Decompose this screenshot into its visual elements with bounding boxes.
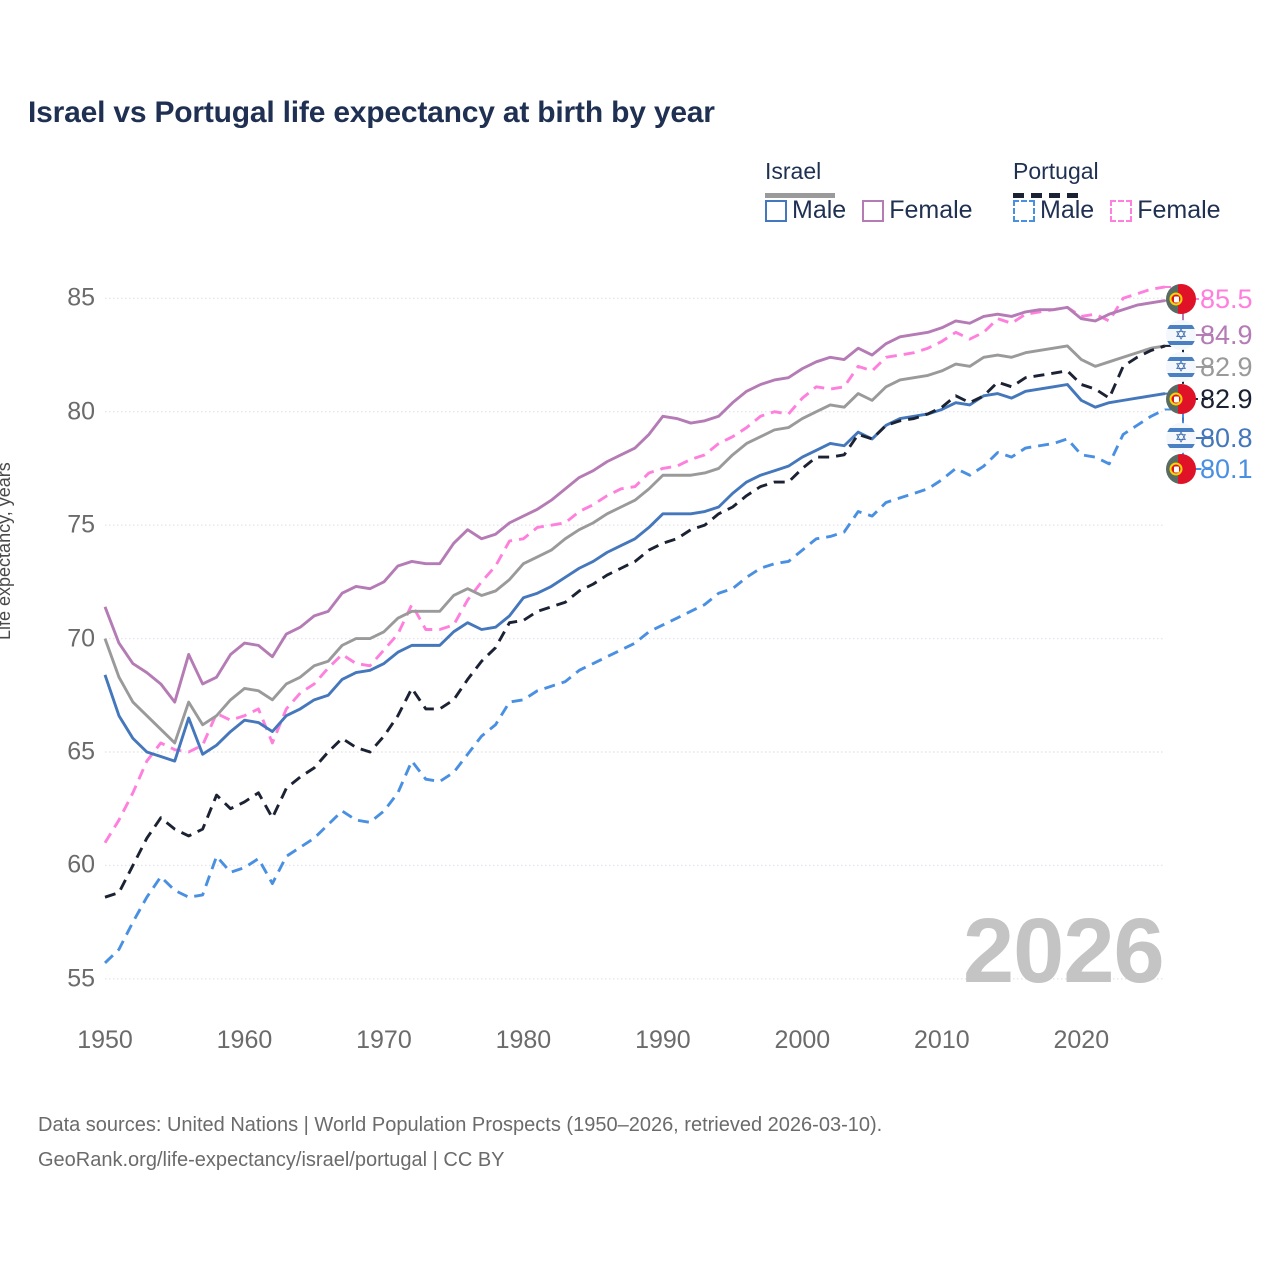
series-line — [103, 285, 1166, 844]
end-value-text: 84.9 — [1200, 319, 1253, 350]
year-watermark: 2026 — [963, 900, 1165, 1002]
legend-swatch-portugal-female — [1110, 199, 1133, 222]
end-value-text: 80.1 — [1200, 453, 1253, 484]
y-axis-tick-label: 85 — [67, 283, 95, 312]
x-axis-tick-label: 2000 — [774, 1026, 831, 1054]
end-label-leader-line — [1165, 408, 1213, 470]
end-value-label: ✡ 84.9 — [1166, 320, 1253, 350]
x-axis-tick-label: 2010 — [914, 1026, 970, 1054]
shield-icon — [1169, 392, 1183, 406]
legend-item-portugal-male[interactable]: Male — [1013, 198, 1094, 223]
end-value-text: 80.8 — [1200, 422, 1253, 453]
end-value-text: 82.9 — [1200, 351, 1253, 382]
footer-attribution: Data sources: United Nations | World Pop… — [38, 1108, 882, 1178]
shield-icon — [1169, 292, 1183, 306]
legend-label-israel-male: Male — [792, 196, 847, 224]
chart-legend: Israel Male Female Portugal Male — [755, 158, 1255, 238]
israel-flag-icon: ✡ — [1166, 423, 1196, 453]
legend-label-portugal-female: Female — [1137, 196, 1221, 224]
end-value-label: 80.1 — [1166, 454, 1253, 484]
legend-label-portugal-male: Male — [1040, 196, 1095, 224]
x-axis-tick-label: 1950 — [77, 1026, 133, 1054]
x-axis-tick-label: 1990 — [635, 1026, 691, 1054]
israel-flag-icon: ✡ — [1166, 352, 1196, 382]
series-line — [104, 344, 1166, 899]
plot-svg — [103, 285, 1213, 980]
legend-swatch-portugal-male — [1013, 199, 1035, 222]
plot-area — [103, 262, 1213, 997]
footer-line-2: GeoRank.org/life-expectancy/israel/portu… — [38, 1149, 505, 1171]
shield-icon — [1169, 462, 1183, 476]
end-value-label: ✡ 82.9 — [1166, 352, 1253, 382]
legend-country-israel: Israel — [765, 158, 822, 184]
chart-title: Israel vs Portugal life expectancy at bi… — [28, 96, 715, 129]
x-axis-tick-label: 1970 — [356, 1026, 412, 1054]
legend-label-israel-female: Female — [889, 196, 973, 224]
legend-swatch-israel-female — [862, 199, 885, 222]
portugal-flag-icon — [1166, 284, 1196, 314]
series-line — [103, 344, 1166, 745]
y-axis-title: Life expectancy, years — [0, 462, 14, 640]
x-axis-tick-label: 2020 — [1053, 1026, 1110, 1054]
end-value-label: ✡ 80.8 — [1166, 423, 1253, 453]
star-of-david-icon: ✡ — [1174, 429, 1188, 447]
legend-swatch-israel-male — [765, 199, 787, 222]
legend-item-israel-female[interactable]: Female — [862, 196, 973, 224]
legend-country-portugal: Portugal — [1013, 158, 1099, 184]
legend-rule-portugal — [1013, 193, 1083, 198]
y-axis-tick-label: 55 — [67, 964, 95, 993]
y-axis-tick-label: 75 — [67, 510, 95, 539]
y-axis-tick-label: 70 — [67, 624, 95, 653]
legend-rule-israel — [765, 193, 835, 198]
star-of-david-icon: ✡ — [1174, 358, 1188, 376]
portugal-flag-icon — [1166, 384, 1196, 414]
star-of-david-icon: ✡ — [1174, 326, 1188, 344]
end-value-label: 82.9 — [1166, 384, 1253, 414]
series-line — [103, 408, 1166, 965]
y-axis-tick-label: 80 — [67, 397, 95, 426]
legend-group-israel: Israel Male Female — [765, 158, 973, 223]
end-value-label: 85.5 — [1166, 284, 1253, 314]
portugal-flag-icon — [1166, 454, 1196, 484]
footer-line-1: Data sources: United Nations | World Pop… — [38, 1114, 883, 1136]
legend-item-israel-male[interactable]: Male — [765, 198, 846, 223]
y-axis-tick-label: 60 — [67, 850, 95, 879]
x-axis-tick-label: 1960 — [216, 1026, 273, 1054]
series-line — [103, 299, 1166, 704]
end-value-text: 85.5 — [1200, 283, 1253, 314]
y-axis-tick-label: 65 — [67, 737, 95, 766]
series-line — [103, 383, 1166, 763]
legend-group-portugal: Portugal Male Female — [1013, 158, 1221, 223]
legend-item-portugal-female[interactable]: Female — [1110, 196, 1221, 224]
x-axis-tick-label: 1980 — [495, 1026, 552, 1054]
israel-flag-icon: ✡ — [1166, 320, 1196, 350]
end-value-text: 82.9 — [1200, 383, 1253, 414]
end-value-labels: 85.5 ✡ 84.9 ✡ 82.9 82.9 ✡ 80.8 80.1 — [1166, 262, 1280, 502]
